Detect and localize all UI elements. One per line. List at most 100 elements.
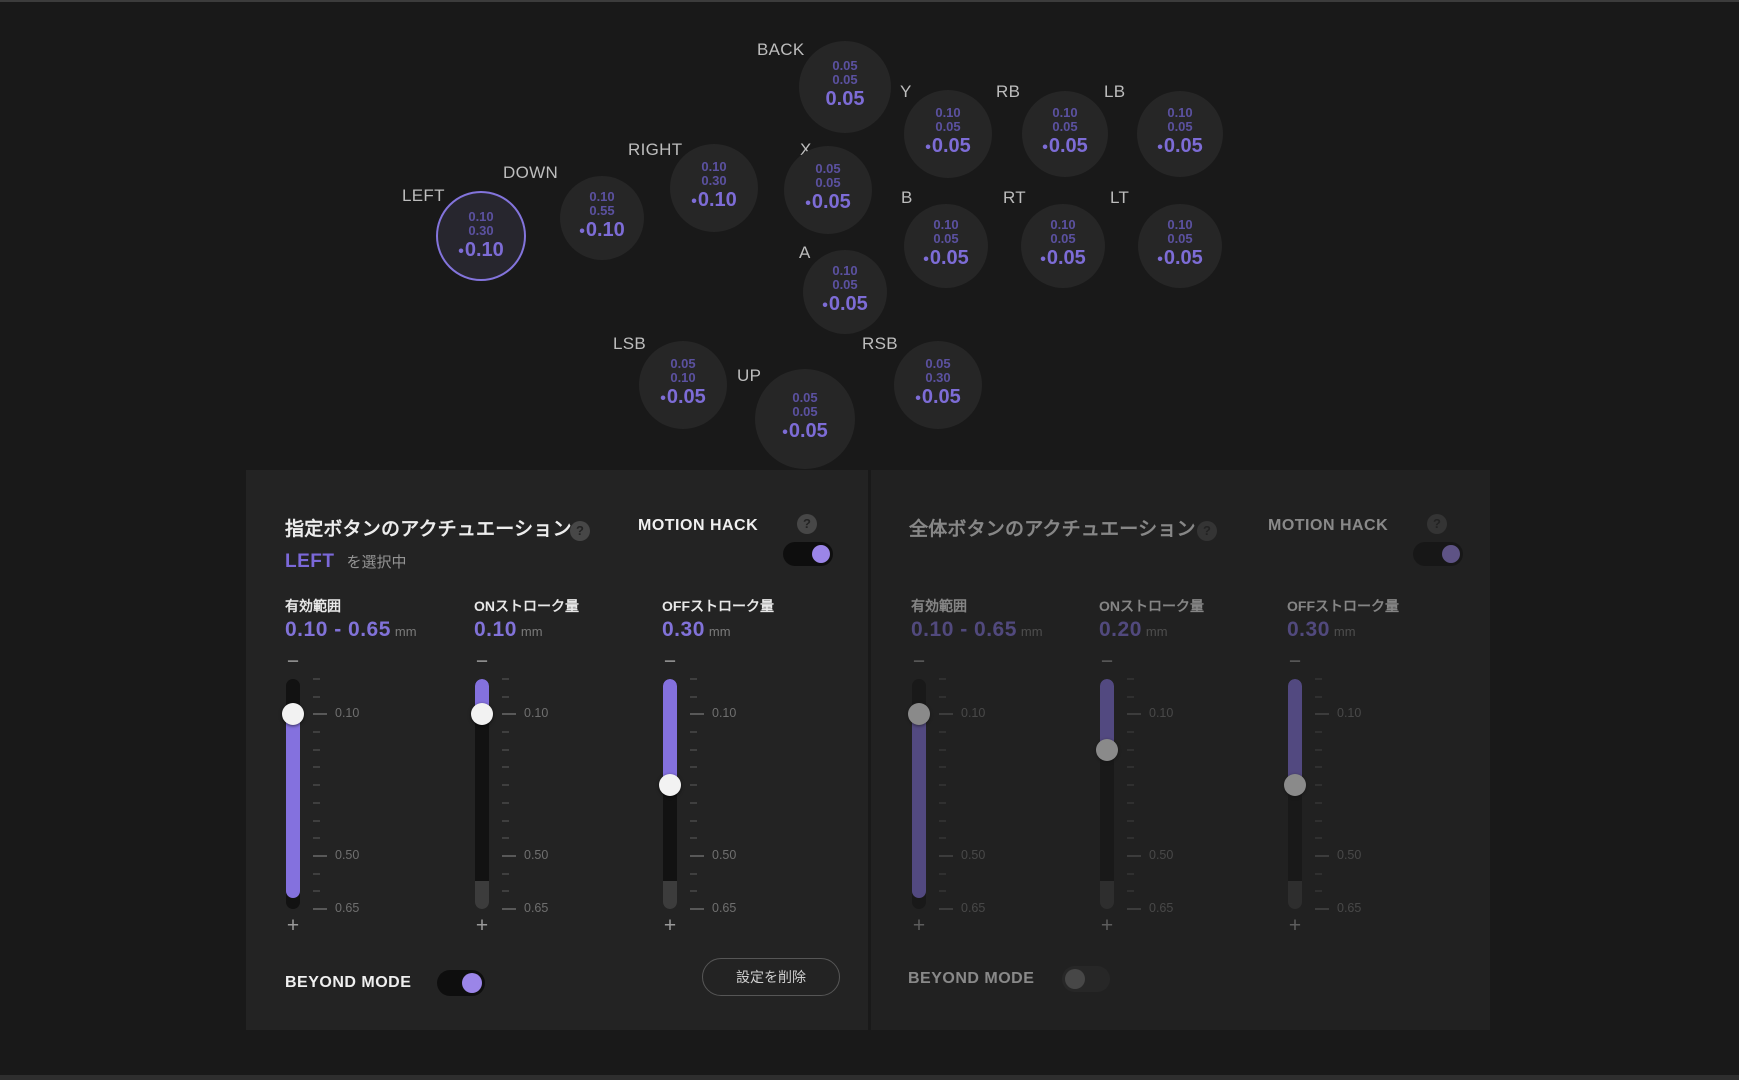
slider-track[interactable]	[1100, 679, 1114, 909]
slider-increase-button[interactable]: +	[1100, 914, 1114, 937]
slider-knob[interactable]	[282, 703, 304, 726]
slider-effective-range: 有効範囲 0.10 - 0.65 mm − 0.10 0.50 0.65 +	[282, 596, 455, 1026]
slider-tick-minor	[1315, 819, 1322, 822]
slider-increase-button[interactable]: +	[663, 914, 677, 937]
slider-tick-major	[939, 713, 953, 716]
slider-tick-label: 0.65	[961, 901, 986, 915]
slider-knob[interactable]	[908, 703, 930, 726]
pad-button-rt[interactable]: 0.10 0.05 •0.05	[1021, 204, 1105, 288]
slider-increase-button[interactable]: +	[286, 914, 300, 937]
pad-button-right[interactable]: 0.10 0.30 •0.10	[670, 144, 758, 232]
slider-value: 0.10 mm	[474, 618, 543, 641]
slider-tick-major	[690, 713, 704, 716]
help-icon[interactable]: ?	[1427, 514, 1447, 534]
slider-knob[interactable]	[659, 774, 681, 797]
motion-hack-toggle[interactable]	[783, 542, 833, 566]
slider-effective-range-global: 有効範囲 0.10 - 0.65 mm − 0.10 0.50 0.65 +	[908, 596, 1081, 1026]
pad-button-up[interactable]: 0.05 0.05 •0.05	[755, 369, 855, 469]
slider-label: 有効範囲	[285, 598, 341, 614]
slider-tick-major	[313, 854, 327, 857]
selected-button-suffix: を選択中	[346, 554, 407, 571]
motion-hack-label-global: MOTION HACK	[1268, 517, 1389, 534]
slider-track[interactable]	[286, 679, 300, 909]
slider-decrease-button[interactable]: −	[286, 650, 300, 673]
help-icon[interactable]: ?	[797, 514, 817, 534]
slider-knob[interactable]	[471, 703, 493, 726]
slider-tick-minor	[690, 695, 697, 698]
slider-value: 0.10 - 0.65 mm	[911, 618, 1043, 641]
slider-tick-minor	[1127, 678, 1134, 680]
slider-increase-button[interactable]: +	[1288, 914, 1302, 937]
slider-off-stroke: OFFストローク量 0.30 mm − 0.10 0.50 0.65 +	[659, 596, 832, 1026]
global-button-panel	[871, 470, 1490, 1030]
slider-tick-label: 0.65	[1337, 901, 1362, 915]
slider-tick-minor	[1315, 837, 1322, 840]
motion-hack-toggle-global[interactable]	[1413, 542, 1463, 566]
slider-tick-minor	[1315, 748, 1322, 751]
slider-tick-minor	[690, 784, 697, 787]
pad-button-label-left: LEFT	[402, 186, 445, 205]
slider-tick-minor	[502, 748, 509, 751]
pad-button-left[interactable]: 0.10 0.30 •0.10	[436, 191, 526, 281]
slider-tick-major	[313, 713, 327, 716]
slider-decrease-button[interactable]: −	[1100, 650, 1114, 673]
global-panel-title: 全体ボタンのアクチュエーション	[909, 519, 1196, 540]
slider-tick-label: 0.10	[335, 706, 360, 721]
slider-increase-button[interactable]: +	[475, 914, 489, 937]
help-icon[interactable]: ?	[1197, 521, 1217, 541]
pad-button-rsb[interactable]: 0.05 0.30 •0.05	[894, 341, 982, 429]
beyond-mode-toggle[interactable]	[437, 970, 485, 996]
pad-button-label-b: B	[901, 188, 913, 207]
pad-button-b[interactable]: 0.10 0.05 •0.05	[904, 204, 988, 288]
delete-settings-button[interactable]: 設定を削除	[702, 958, 840, 996]
pad-button-label-x: X	[800, 140, 812, 159]
slider-tick-minor	[313, 801, 320, 804]
slider-tick-minor	[502, 731, 509, 734]
slider-tick-minor	[939, 731, 946, 734]
slider-tick-minor	[690, 766, 697, 769]
help-icon[interactable]: ?	[570, 521, 590, 541]
slider-beyond-zone	[663, 880, 677, 909]
pad-button-label-lb: LB	[1104, 82, 1126, 101]
pad-button-x[interactable]: 0.05 0.05 •0.05	[784, 146, 872, 234]
pad-button-label-rt: RT	[1003, 188, 1026, 207]
slider-value: 0.30 mm	[662, 618, 731, 641]
slider-decrease-button[interactable]: −	[663, 650, 677, 673]
slider-tick-major	[502, 908, 516, 910]
pad-button-label-lsb: LSB	[613, 334, 647, 353]
slider-decrease-button[interactable]: −	[1288, 650, 1302, 673]
slider-tick-label: 0.50	[961, 847, 986, 862]
slider-tick-minor	[1315, 801, 1322, 804]
beyond-mode-toggle-global[interactable]	[1062, 966, 1110, 992]
slider-tick-label: 0.50	[1337, 847, 1362, 862]
pad-button-a[interactable]: 0.10 0.05 •0.05	[803, 250, 887, 334]
slider-increase-button[interactable]: +	[912, 914, 926, 937]
pad-button-back[interactable]: 0.05 0.05 0.05	[799, 41, 891, 133]
slider-tick-minor	[1127, 837, 1134, 840]
slider-tick-label: 0.10	[712, 706, 737, 721]
slider-knob[interactable]	[1096, 738, 1118, 761]
slider-beyond-zone	[475, 880, 489, 909]
pad-button-lb[interactable]: 0.10 0.05 •0.05	[1137, 91, 1223, 177]
slider-tick-minor	[690, 819, 697, 822]
slider-tick-minor	[313, 695, 320, 698]
slider-off-stroke-global: OFFストローク量 0.30 mm − 0.10 0.50 0.65 +	[1284, 596, 1457, 1026]
pad-button-rb[interactable]: 0.10 0.05 •0.05	[1022, 91, 1108, 177]
window-bottom-edge	[0, 1075, 1739, 1080]
pad-button-values: 0.05 0.05 0.05	[825, 58, 865, 111]
slider-tick-label: 0.50	[524, 847, 549, 862]
slider-tick-minor	[313, 890, 320, 893]
pad-button-lt[interactable]: 0.10 0.05 •0.05	[1138, 204, 1222, 288]
slider-label: OFFストローク量	[662, 598, 774, 614]
slider-tick-minor	[1315, 766, 1322, 769]
slider-knob[interactable]	[1284, 774, 1306, 797]
pad-button-values: 0.05 0.10 •0.05	[660, 356, 706, 409]
pad-button-label-down: DOWN	[503, 163, 559, 182]
slider-decrease-button[interactable]: −	[912, 650, 926, 673]
pad-button-label-y: Y	[900, 82, 912, 101]
slider-decrease-button[interactable]: −	[475, 650, 489, 673]
pad-button-lsb[interactable]: 0.05 0.10 •0.05	[639, 341, 727, 429]
pad-button-down[interactable]: 0.10 0.55 •0.10	[560, 176, 644, 260]
pad-button-y[interactable]: 0.10 0.05 •0.05	[904, 90, 992, 178]
slider-track[interactable]	[912, 679, 926, 909]
